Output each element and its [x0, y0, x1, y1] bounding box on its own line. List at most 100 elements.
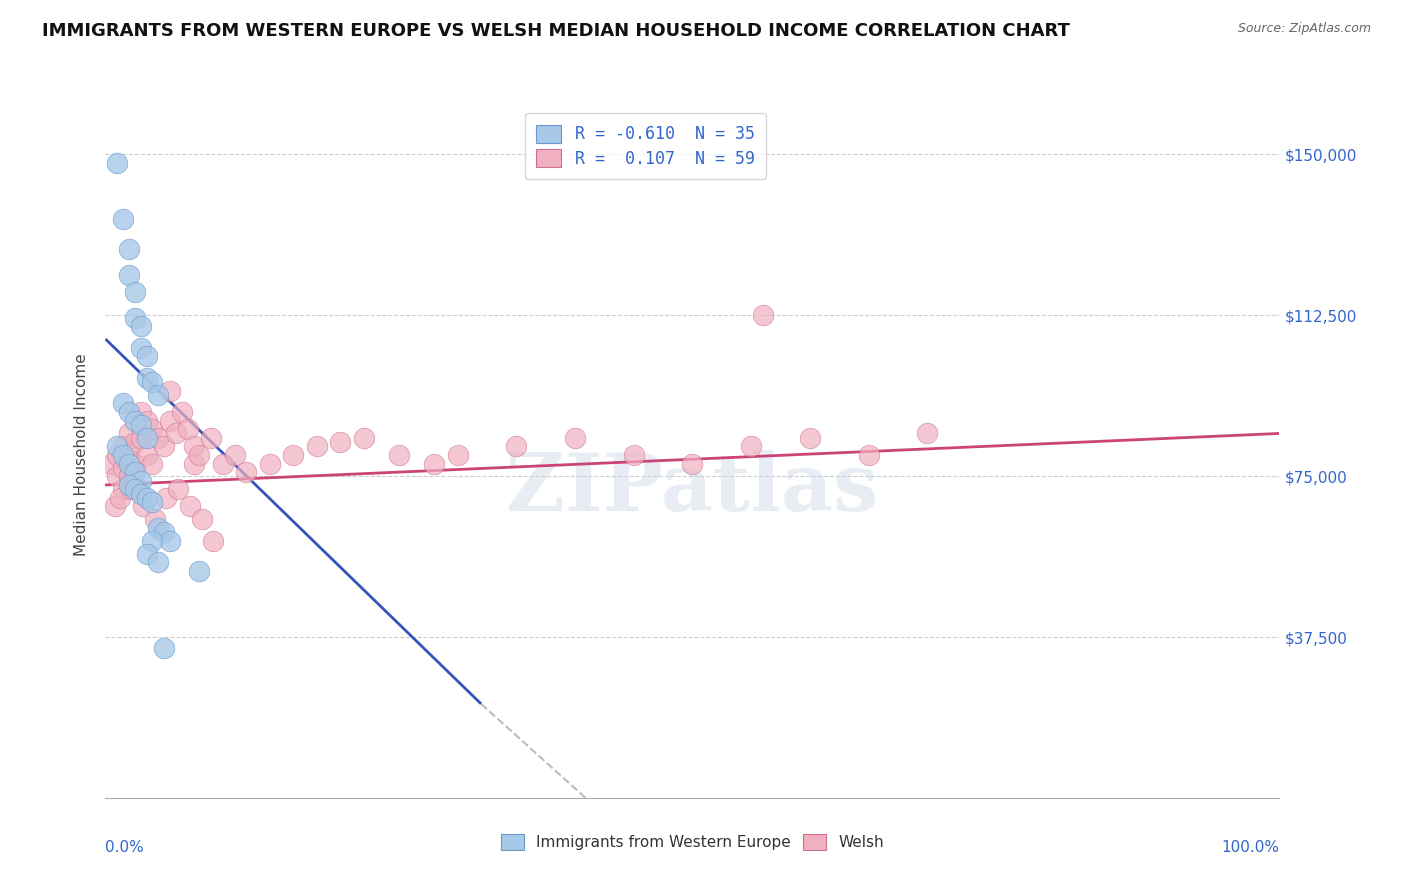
Text: 0.0%: 0.0% — [105, 839, 145, 855]
Point — [752, 309, 775, 323]
Text: IMMIGRANTS FROM WESTERN EUROPE VS WELSH MEDIAN HOUSEHOLD INCOME CORRELATION CHAR: IMMIGRANTS FROM WESTERN EUROPE VS WELSH … — [42, 22, 1070, 40]
Point — [141, 375, 163, 389]
Point — [104, 500, 127, 514]
Point — [118, 426, 141, 441]
Legend: Immigrants from Western Europe, Welsh: Immigrants from Western Europe, Welsh — [492, 824, 893, 859]
Point — [183, 457, 205, 471]
Point — [124, 414, 146, 428]
Point — [105, 448, 128, 462]
Point — [202, 533, 225, 548]
Point — [112, 396, 135, 410]
Point — [105, 156, 128, 170]
Y-axis label: Median Household Income: Median Household Income — [75, 353, 90, 557]
Point — [505, 439, 527, 453]
Point — [118, 457, 141, 471]
Point — [159, 414, 181, 428]
Point — [423, 457, 446, 471]
Point — [118, 478, 141, 492]
Point — [129, 405, 152, 419]
Text: Source: ZipAtlas.com: Source: ZipAtlas.com — [1237, 22, 1371, 36]
Point — [283, 448, 305, 462]
Text: ZIPatlas: ZIPatlas — [506, 450, 879, 528]
Point — [112, 482, 135, 496]
Point — [129, 486, 152, 500]
Point — [917, 426, 939, 441]
Point — [148, 431, 170, 445]
Point — [200, 431, 222, 445]
Point — [118, 448, 141, 462]
Point — [799, 431, 821, 445]
Point — [112, 211, 135, 226]
Point — [129, 417, 152, 432]
Point — [129, 319, 152, 334]
Point — [100, 457, 122, 471]
Point — [681, 457, 703, 471]
Point — [224, 448, 246, 462]
Point — [108, 491, 131, 505]
Point — [148, 555, 170, 569]
Point — [135, 370, 157, 384]
Point — [259, 457, 281, 471]
Point — [188, 448, 211, 462]
Point — [124, 435, 146, 450]
Point — [124, 478, 146, 492]
Point — [124, 457, 146, 471]
Point — [153, 641, 176, 656]
Point — [388, 448, 411, 462]
Point — [135, 431, 157, 445]
Point — [447, 448, 470, 462]
Point — [176, 422, 198, 436]
Point — [858, 448, 880, 462]
Point — [148, 521, 170, 535]
Point — [190, 512, 212, 526]
Point — [167, 482, 190, 496]
Point — [153, 525, 176, 540]
Point — [112, 448, 135, 462]
Point — [124, 465, 146, 479]
Point — [170, 405, 193, 419]
Point — [124, 482, 146, 496]
Point — [105, 469, 128, 483]
Point — [118, 469, 141, 483]
Point — [120, 482, 142, 496]
Point — [740, 439, 762, 453]
Point — [112, 460, 135, 475]
Point — [141, 422, 163, 436]
Point — [159, 384, 181, 398]
Text: 100.0%: 100.0% — [1222, 839, 1279, 855]
Point — [135, 349, 157, 363]
Point — [305, 439, 328, 453]
Point — [623, 448, 645, 462]
Point — [329, 435, 352, 450]
Point — [159, 533, 181, 548]
Point — [135, 491, 157, 505]
Point — [183, 439, 205, 453]
Point — [235, 465, 257, 479]
Point — [124, 285, 146, 299]
Point — [353, 431, 375, 445]
Point — [141, 495, 163, 509]
Point — [141, 457, 163, 471]
Point — [105, 439, 128, 453]
Point — [118, 268, 141, 282]
Point — [129, 474, 152, 488]
Point — [564, 431, 586, 445]
Point — [179, 500, 201, 514]
Point — [129, 341, 152, 355]
Point — [211, 457, 233, 471]
Point — [132, 500, 155, 514]
Point — [112, 439, 135, 453]
Point — [118, 405, 141, 419]
Point — [135, 414, 157, 428]
Point — [124, 310, 146, 325]
Point — [129, 431, 152, 445]
Point — [148, 388, 170, 402]
Point — [135, 547, 157, 561]
Point — [188, 564, 211, 578]
Point — [118, 242, 141, 256]
Point — [135, 448, 157, 462]
Point — [141, 533, 163, 548]
Point — [143, 512, 166, 526]
Point — [153, 439, 176, 453]
Point — [165, 426, 187, 441]
